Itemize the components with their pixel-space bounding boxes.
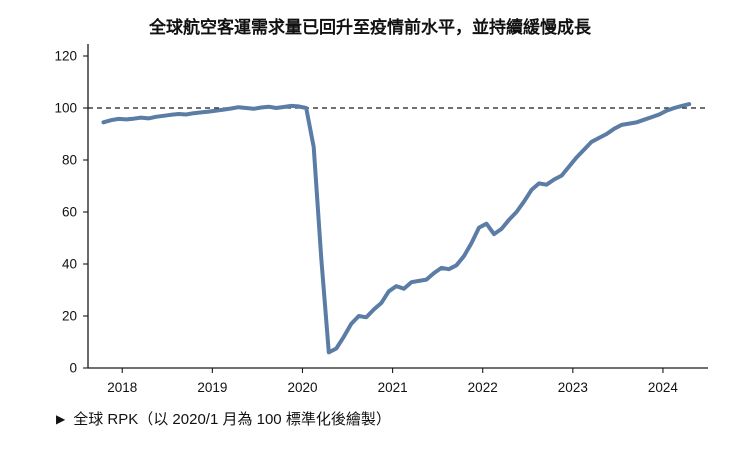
y-tick-label: 20 xyxy=(62,309,77,324)
chart-title: 全球航空客運需求量已回升至疫情前水平，並持續緩慢成長 xyxy=(149,18,591,37)
y-tick-label: 80 xyxy=(62,153,77,168)
y-tick-label: 40 xyxy=(62,257,77,272)
x-tick-label: 2023 xyxy=(558,380,588,395)
y-tick-label: 60 xyxy=(62,205,77,220)
caption-text: 全球 RPK（以 2020/1 月為 100 標準化後繪製） xyxy=(73,411,391,428)
x-tick-label: 2020 xyxy=(287,380,317,395)
legend-marker-icon: ▶ xyxy=(56,411,66,426)
y-tick-label: 0 xyxy=(69,361,77,376)
rpk-series-line xyxy=(101,102,692,355)
x-tick-label: 2022 xyxy=(468,380,498,395)
x-tick-label: 2024 xyxy=(648,380,679,395)
y-tick-label: 120 xyxy=(54,49,77,64)
rpk-line-chart: 0 20 40 60 80 100 120 2018 2019 2020 2021 2022 2023 2… xyxy=(54,44,708,395)
x-tick-label: 2018 xyxy=(107,380,137,395)
x-tick-label: 2019 xyxy=(197,380,227,395)
chart-caption: ▶ 全球 RPK（以 2020/1 月為 100 標準化後繪製） xyxy=(0,408,740,429)
y-tick-label: 100 xyxy=(54,101,77,116)
x-tick-label: 2021 xyxy=(378,380,408,395)
